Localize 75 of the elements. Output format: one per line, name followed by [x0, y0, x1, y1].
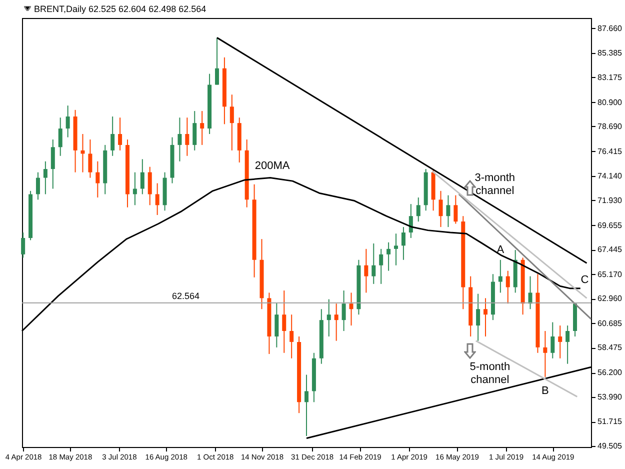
candlestick [50, 138, 55, 190]
y-tick-label: 62.960 [598, 294, 623, 304]
candlestick [476, 293, 480, 342]
candlestick [214, 37, 219, 86]
annotation: C [580, 274, 589, 286]
candlestick [364, 248, 368, 294]
candlestick [58, 117, 62, 156]
candlestick [140, 158, 144, 195]
candlestick [550, 322, 555, 359]
y-tick-label: 85.385 [598, 48, 623, 58]
candlestick [21, 232, 26, 258]
candlestick [506, 270, 510, 304]
candlestick [438, 190, 443, 228]
candlestick [230, 94, 234, 151]
candlestick [290, 314, 294, 359]
candlestick [185, 117, 190, 156]
candlestick [43, 160, 48, 195]
y-tick-label: 49.505 [598, 441, 623, 450]
candlestick [379, 248, 384, 284]
y-tick-label: 58.475 [598, 343, 623, 352]
y-tick-label: 69.655 [598, 220, 623, 230]
candlestick [334, 303, 338, 342]
candlestick [394, 233, 398, 266]
candlestick [454, 194, 458, 224]
candlestick [155, 182, 160, 216]
candlestick [304, 374, 308, 437]
candlestick [408, 204, 413, 238]
candlestick [132, 172, 137, 206]
annotation: 5-month channel [470, 360, 510, 386]
candlestick [372, 242, 376, 284]
ref-line-label: 62.564 [172, 290, 200, 301]
candlestick [200, 110, 204, 146]
candlestick [446, 194, 450, 228]
y-tick-label: 71.930 [598, 196, 623, 205]
candlestick [282, 290, 286, 354]
candlestick [36, 172, 40, 200]
candlestick [484, 298, 488, 337]
candlestick [386, 242, 391, 272]
candlestick [66, 105, 70, 138]
y-tick-label: 60.685 [598, 319, 623, 328]
candlestick [274, 302, 279, 348]
candlestick [528, 276, 532, 310]
candlestick [416, 196, 420, 222]
y-tick-label: 51.715 [598, 417, 623, 426]
candlestick [543, 330, 548, 378]
y-tick-label: 56.200 [598, 368, 623, 378]
candlestick [110, 116, 115, 156]
candlestick [326, 298, 331, 337]
y-tick-label: 80.900 [598, 98, 623, 107]
annotation: B [542, 384, 549, 397]
chart-title: BRENT,Daily 62.525 62.604 62.498 62.564 [34, 4, 206, 14]
y-tick-label: 65.170 [598, 270, 623, 279]
candlestick [96, 160, 100, 198]
annotation: 3-month channel [474, 172, 516, 198]
candlestick [192, 110, 197, 151]
candlestick [178, 117, 182, 162]
y-tick-label: 78.690 [598, 122, 623, 131]
candlestick [558, 325, 562, 359]
y-tick-label: 83.175 [598, 72, 623, 82]
candlestick [118, 117, 122, 151]
y-tick-label: 53.990 [598, 392, 623, 402]
candlestick [498, 259, 502, 294]
candlestick [80, 134, 85, 173]
candlestick [88, 138, 92, 178]
candlestick [566, 325, 570, 364]
candlestick [342, 290, 346, 332]
candlestick [148, 166, 152, 206]
candlestick [349, 292, 354, 326]
candlestick [401, 226, 406, 260]
y-tick-label: 67.445 [598, 245, 623, 254]
annotation: A [496, 244, 505, 256]
y-tick-label: 76.415 [598, 146, 623, 156]
y-tick-label: 74.140 [598, 172, 623, 181]
y-tick-label: 87.660 [598, 24, 623, 33]
annotation: 200MA [254, 160, 290, 172]
